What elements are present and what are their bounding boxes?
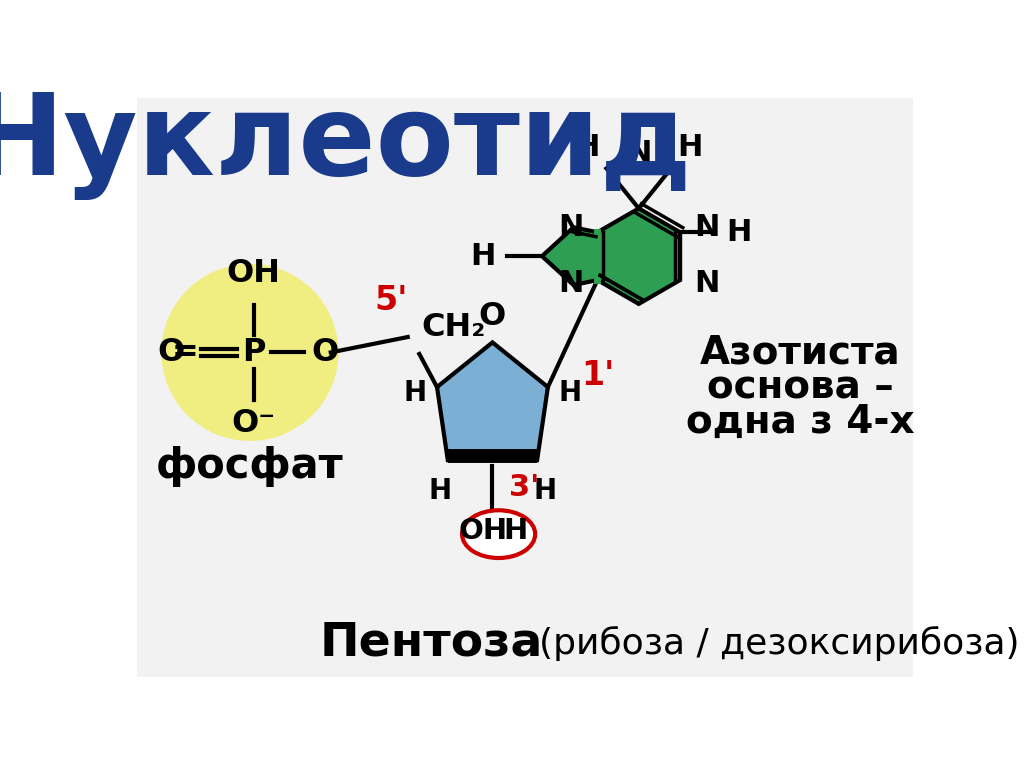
Text: H: H	[470, 242, 496, 270]
Text: Нуклеотид: Нуклеотид	[0, 89, 692, 200]
Text: OH: OH	[459, 517, 508, 545]
Text: H: H	[678, 133, 703, 162]
Text: N: N	[694, 214, 719, 242]
Text: H: H	[559, 379, 582, 407]
Text: CH₂: CH₂	[422, 313, 485, 343]
Text: 3': 3'	[509, 473, 540, 502]
Text: H: H	[574, 133, 600, 162]
Text: O: O	[158, 337, 184, 368]
Text: H: H	[534, 477, 556, 505]
Text: (рибоза / дезоксирибоза): (рибоза / дезоксирибоза)	[539, 626, 1019, 661]
Text: Азотиста: Азотиста	[700, 333, 901, 372]
Text: N: N	[558, 270, 584, 299]
Text: O: O	[479, 300, 506, 332]
Polygon shape	[597, 208, 680, 304]
Text: H: H	[403, 379, 426, 407]
Text: H: H	[726, 218, 752, 247]
Text: основа –: основа –	[708, 368, 894, 406]
Text: O⁻: O⁻	[231, 408, 275, 439]
Text: одна з 4-х: одна з 4-х	[686, 402, 914, 441]
Polygon shape	[542, 227, 597, 285]
Text: P: P	[242, 337, 265, 368]
Text: Пентоза: Пентоза	[319, 621, 543, 666]
Text: N: N	[558, 214, 584, 242]
Text: 1': 1'	[582, 359, 614, 392]
Text: H: H	[504, 517, 527, 545]
Text: H: H	[428, 477, 452, 505]
Text: OH: OH	[226, 258, 281, 290]
Text: 5': 5'	[374, 284, 408, 317]
Text: фосфат: фосфат	[156, 445, 344, 488]
FancyBboxPatch shape	[137, 98, 912, 677]
Ellipse shape	[462, 510, 536, 558]
Text: N: N	[626, 139, 651, 168]
Text: N: N	[694, 270, 719, 299]
Ellipse shape	[162, 264, 339, 441]
Text: =: =	[172, 337, 199, 368]
Polygon shape	[437, 343, 548, 460]
Text: O: O	[311, 337, 339, 368]
